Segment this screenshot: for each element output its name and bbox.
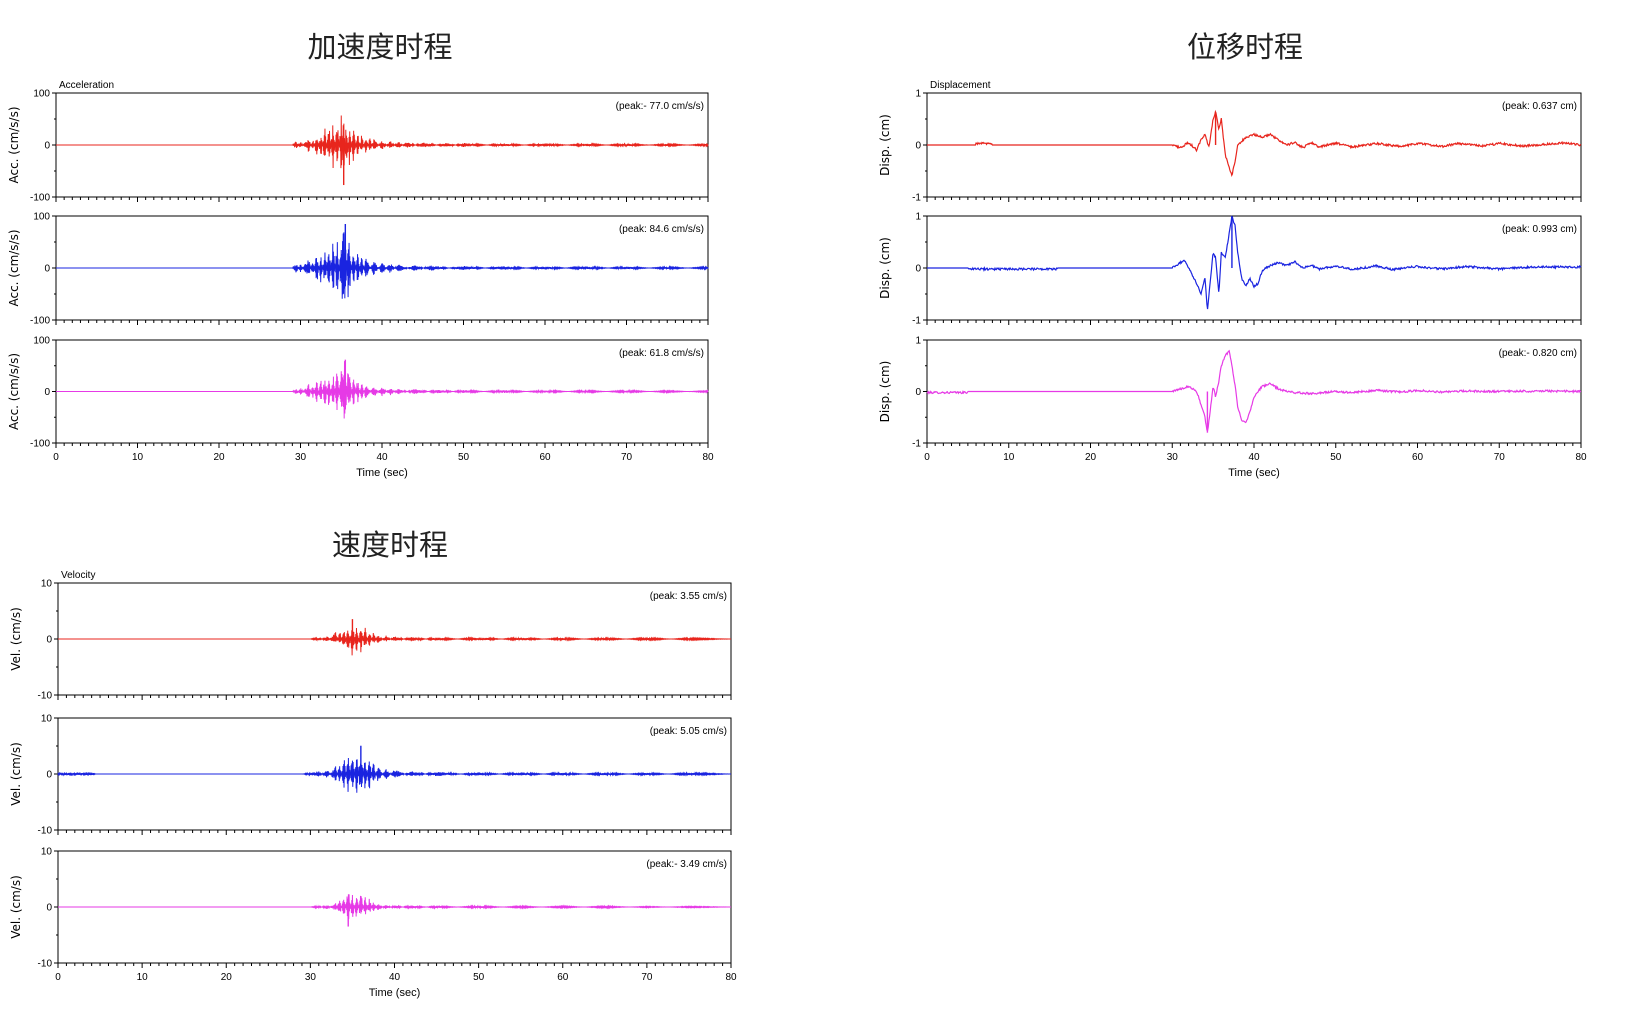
displacement-group: 位移时程 Displacement 1 0 -1 Disp. (cm) (peak: 0.… <box>860 0 1630 500</box>
y-tick-label: -10 <box>38 959 53 970</box>
y-axis-label: Vel. (cm/s) <box>9 875 23 939</box>
y-tick-label: 1 <box>915 89 921 100</box>
y-tick-label: -1 <box>912 439 921 450</box>
y-axis-label: Acc. (cm/s/s) <box>7 353 21 430</box>
y-tick-label: 0 <box>915 264 921 275</box>
x-tick-label: 60 <box>557 972 569 983</box>
x-tick-label: 0 <box>924 452 930 463</box>
velocity-group: 速度时程 Velocity 10 0 -10 Vel. (cm/s) (peak: 3.5… <box>0 500 760 1020</box>
chart-title: Velocity <box>61 570 95 581</box>
y-tick-label: -100 <box>30 439 50 450</box>
chart-title: Displacement <box>930 80 991 91</box>
peak-label: (peak:- 77.0 cm/s/s) <box>616 101 704 112</box>
x-tick-label: 40 <box>389 972 401 983</box>
y-tick-label: 0 <box>46 903 52 914</box>
y-tick-label: -10 <box>38 826 53 837</box>
x-tick-label: 30 <box>1167 452 1179 463</box>
peak-label: (peak: 0.993 cm) <box>1502 224 1577 235</box>
x-axis-label: Time (sec) <box>369 987 421 999</box>
x-tick-label: 50 <box>473 972 485 983</box>
y-tick-label: 0 <box>46 635 52 646</box>
y-tick-label: 0 <box>915 387 921 398</box>
x-tick-label: 60 <box>539 452 551 463</box>
x-tick-label: 40 <box>1248 452 1260 463</box>
acceleration-group: 加速度时程 Acceleration 100 0 -100 Acc. (cm/s/s)(… <box>0 0 740 500</box>
peak-label: (peak: 3.55 cm/s) <box>650 591 727 602</box>
series-line-0 <box>58 628 731 656</box>
peak-label: (peak: 5.05 cm/s) <box>650 726 727 737</box>
x-tick-label: 50 <box>458 452 470 463</box>
series-line-2 <box>58 894 731 921</box>
peak-label: (peak:- 3.49 cm/s) <box>646 859 727 870</box>
x-tick-label: 80 <box>725 972 737 983</box>
x-tick-label: 70 <box>621 452 633 463</box>
y-axis-label: Acc. (cm/s/s) <box>7 106 21 183</box>
series-line-0 <box>56 116 708 174</box>
chart-title: Acceleration <box>59 80 114 91</box>
x-tick-label: 70 <box>1494 452 1506 463</box>
y-tick-label: 0 <box>44 387 50 398</box>
y-axis-label: Vel. (cm/s) <box>9 607 23 671</box>
y-tick-label: 0 <box>915 141 921 152</box>
y-tick-label: -1 <box>912 193 921 204</box>
x-tick-label: 0 <box>53 452 59 463</box>
y-axis-label: Vel. (cm/s) <box>9 742 23 806</box>
x-tick-label: 20 <box>213 452 225 463</box>
y-tick-label: -1 <box>912 316 921 327</box>
series-line-1 <box>56 232 708 298</box>
y-axis-label: Disp. (cm) <box>878 237 892 299</box>
x-tick-label: 10 <box>1003 452 1015 463</box>
series-line-0 <box>927 112 1581 175</box>
x-tick-label: 20 <box>221 972 233 983</box>
y-tick-label: 0 <box>46 770 52 781</box>
y-tick-label: 100 <box>33 336 50 347</box>
x-tick-label: 60 <box>1412 452 1424 463</box>
peak-label: (peak:- 0.820 cm) <box>1499 348 1577 359</box>
y-tick-label: 1 <box>915 336 921 347</box>
x-tick-label: 50 <box>1330 452 1342 463</box>
y-tick-label: 100 <box>33 89 50 100</box>
x-tick-label: 80 <box>702 452 714 463</box>
y-tick-label: 0 <box>44 141 50 152</box>
x-tick-label: 10 <box>132 452 144 463</box>
peak-label: (peak: 84.6 cm/s/s) <box>619 224 704 235</box>
y-tick-label: -100 <box>30 316 50 327</box>
y-tick-label: -10 <box>38 691 53 702</box>
peak-label: (peak: 0.637 cm) <box>1502 101 1577 112</box>
x-axis-label: Time (sec) <box>1228 467 1280 479</box>
series-line-1 <box>927 217 1581 309</box>
series-line-1 <box>58 758 731 793</box>
y-tick-label: -100 <box>30 193 50 204</box>
y-tick-label: 0 <box>44 264 50 275</box>
y-tick-label: 100 <box>33 212 50 223</box>
x-tick-label: 70 <box>641 972 653 983</box>
x-tick-label: 30 <box>295 452 307 463</box>
x-tick-label: 10 <box>137 972 149 983</box>
x-axis-label: Time (sec) <box>356 467 408 479</box>
y-axis-label: Disp. (cm) <box>878 114 892 176</box>
series-line-2 <box>927 351 1581 431</box>
peak-label: (peak: 61.8 cm/s/s) <box>619 348 704 359</box>
y-axis-label: Disp. (cm) <box>878 361 892 423</box>
x-tick-label: 30 <box>305 972 317 983</box>
y-tick-label: 10 <box>41 847 53 858</box>
x-tick-label: 40 <box>376 452 388 463</box>
y-tick-label: 10 <box>41 714 53 725</box>
y-tick-label: 1 <box>915 212 921 223</box>
x-tick-label: 80 <box>1575 452 1587 463</box>
x-tick-label: 20 <box>1085 452 1097 463</box>
x-tick-label: 0 <box>55 972 61 983</box>
y-tick-label: 10 <box>41 579 53 590</box>
y-axis-label: Acc. (cm/s/s) <box>7 229 21 306</box>
series-line-2 <box>56 361 708 418</box>
